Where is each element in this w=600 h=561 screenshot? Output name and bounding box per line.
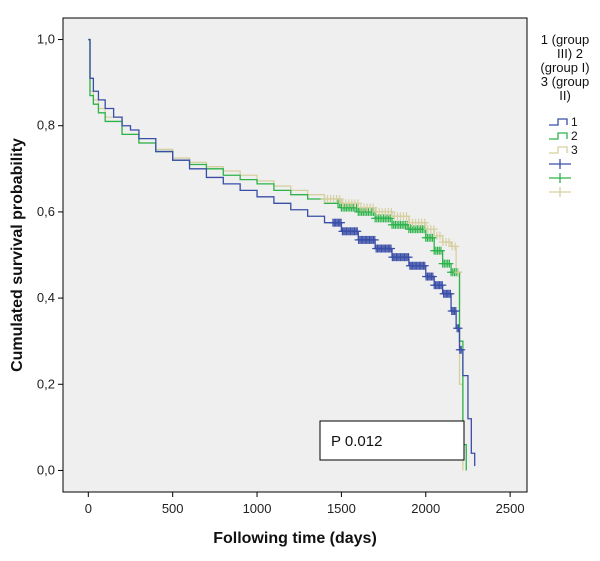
legend-entry-censor <box>549 173 571 183</box>
censor-mark-1 <box>438 281 447 290</box>
censor-mark-1 <box>454 324 463 333</box>
censor-mark-1 <box>353 227 362 236</box>
censor-mark-3 <box>435 231 444 240</box>
p-value-text: P 0.012 <box>331 433 382 450</box>
censor-mark-2 <box>436 246 445 255</box>
legend-title-line: III) 2 <box>557 46 583 61</box>
legend-swatch <box>549 132 568 140</box>
y-tick-label: 0,8 <box>37 118 55 133</box>
x-tick-label: 500 <box>162 501 184 516</box>
censor-mark-3 <box>420 218 429 227</box>
censor-mark-3 <box>353 199 362 208</box>
censor-layer <box>320 194 466 354</box>
y-axis-ticks: 0,0 0,2 0,4 0,6 0,8 1,0 <box>37 32 63 477</box>
censor-mark-3 <box>429 225 438 234</box>
censor-mark-2 <box>428 233 437 242</box>
x-tick-label: 1000 <box>243 501 272 516</box>
legend-swatch <box>549 146 568 154</box>
legend-entry-3: 3 <box>549 143 578 157</box>
legend-swatch <box>549 118 568 126</box>
x-tick-label: 2000 <box>411 501 440 516</box>
legend-entries: 123 <box>549 115 578 197</box>
censor-mark-3 <box>451 242 460 251</box>
legend-entry-1: 1 <box>549 115 578 129</box>
censor-mark-1 <box>404 253 413 262</box>
censor-mark-1 <box>428 272 437 281</box>
y-axis-title: Cumulated survival probability <box>9 138 26 372</box>
legend-entry-2: 2 <box>549 129 578 143</box>
y-tick-label: 0,6 <box>37 204 55 219</box>
censor-mark-3 <box>454 268 463 277</box>
censor-mark-3 <box>369 203 378 212</box>
legend-title-line: (group I) <box>540 60 589 75</box>
censor-mark-1 <box>370 235 379 244</box>
y-tick-label: 0,2 <box>37 376 55 391</box>
censor-mark-1 <box>451 307 460 316</box>
censor-mark-1 <box>337 218 346 227</box>
legend-title-line: II) <box>559 88 571 103</box>
censor-mark-1 <box>420 261 429 270</box>
censor-mark-2 <box>445 259 454 268</box>
plot-area <box>62 17 528 493</box>
legend-title-line: 3 (group <box>541 74 589 89</box>
x-tick-label: 0 <box>85 501 92 516</box>
censor-mark-1 <box>446 289 455 298</box>
legend-entry-censor <box>549 187 571 197</box>
legend-label: 2 <box>571 129 578 143</box>
legend-entry-censor <box>549 159 571 169</box>
x-axis-title: Following time (days) <box>213 530 377 547</box>
censor-mark-3 <box>402 212 411 221</box>
p-value-box: P 0.012 <box>319 420 465 461</box>
x-axis-ticks: 0 500 1000 1500 2000 2500 <box>85 492 525 516</box>
legend-title-line: 1 (group <box>541 32 589 47</box>
y-tick-label: 0,4 <box>37 290 55 305</box>
legend-label: 1 <box>571 115 578 129</box>
y-tick-label: 0,0 <box>37 462 55 477</box>
x-tick-label: 2500 <box>496 501 525 516</box>
x-tick-label: 1500 <box>327 501 356 516</box>
censor-mark-3 <box>445 238 454 247</box>
censor-mark-1 <box>457 345 466 354</box>
legend-label: 3 <box>571 143 578 157</box>
censor-mark-1 <box>387 244 396 253</box>
y-tick-label: 1,0 <box>37 32 55 47</box>
censor-mark-3 <box>387 207 396 216</box>
legend: 1 (group III) 2 (group I) 3 (group II) 1… <box>540 32 590 197</box>
censor-mark-2 <box>386 214 395 223</box>
censor-mark-3 <box>335 194 344 203</box>
